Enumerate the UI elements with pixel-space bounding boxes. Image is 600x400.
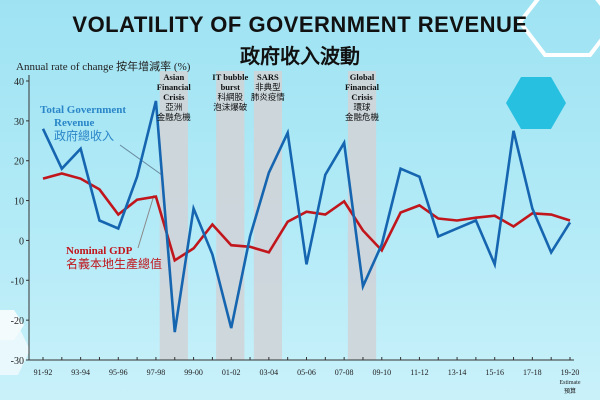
- legend-gdp-leader: [137, 194, 155, 249]
- x-tick-label: 13-14: [448, 368, 467, 377]
- shaded-period-label: Asian Financial Crisis 亞洲 金融危機: [144, 72, 204, 122]
- shaded-period-label-zh: 泡沫爆破: [213, 102, 248, 112]
- x-tick-label: 93-94: [71, 368, 90, 377]
- shaded-period-label-en: Crisis: [163, 92, 185, 102]
- x-tick-label: 97-98: [147, 368, 166, 377]
- x-tick-label: 95-96: [109, 368, 128, 377]
- decor: [0, 0, 600, 375]
- x-tick-label: 11-12: [410, 368, 428, 377]
- y-tick-label: 20: [14, 157, 24, 168]
- shaded-period-label-en: Global: [349, 72, 375, 82]
- shaded-period-label-en: Asian: [163, 72, 185, 82]
- y-tick-label: -10: [11, 276, 24, 287]
- shaded-period-label-zh: 亞洲: [165, 102, 183, 112]
- legend-gdp: Nominal GDP 名義本地生產總值: [66, 245, 162, 271]
- y-tick-label: 0: [19, 236, 24, 247]
- legend-gdp-en: Nominal GDP: [66, 245, 133, 257]
- x-tick-label: 01-02: [222, 368, 241, 377]
- shaded-period: [216, 71, 245, 360]
- shaded-period-label-en: SARS: [257, 72, 279, 82]
- chart-title: VOLATILITY OF GOVERNMENT REVENUE: [72, 12, 528, 37]
- x-tick-label: 03-04: [260, 368, 279, 377]
- decor-hexagon-outline: [517, 0, 600, 57]
- x-tick-label: 17-18: [523, 368, 542, 377]
- shaded-period-label-zh: 環球: [353, 102, 371, 112]
- shaded-period-label: IT bubble burst 科網股 泡沫爆破: [200, 72, 260, 112]
- shaded-period-label-zh: 非典型: [255, 82, 281, 92]
- x-tick-label: 09-10: [372, 368, 391, 377]
- shaded-period-label-zh: 肺炎疫情: [250, 92, 285, 102]
- legend-gdp-zh: 名義本地生產總值: [66, 257, 163, 271]
- y-tick-label: 30: [14, 117, 24, 128]
- legend-revenue-en-2: Revenue: [54, 117, 95, 129]
- y-tick-label: 40: [14, 77, 24, 88]
- legend-revenue-zh: 政府總收入: [54, 129, 115, 143]
- y-tick-label: -20: [11, 316, 24, 327]
- shaded-period-label-en: Financial: [345, 82, 380, 92]
- shaded-period-label: SARS 非典型 肺炎疫情: [238, 72, 298, 102]
- x-tick-label: 07-08: [335, 368, 354, 377]
- decor-hexagon-left-top: [0, 310, 24, 340]
- shaded-period-label-en: burst: [220, 82, 240, 92]
- shaded-period-label-en: IT bubble: [212, 72, 249, 82]
- shaded-period-label: Global Financial Crisis 環球 金融危機: [332, 72, 392, 122]
- shaded-period-label-zh: 科網股: [217, 92, 244, 102]
- x-tick-label: 91-92: [34, 368, 53, 377]
- x-tick-label: 05-06: [297, 368, 316, 377]
- legend-revenue: Total Government Revenue 政府總收入: [40, 104, 126, 143]
- x-tick-note: Estimate: [560, 380, 581, 386]
- shaded-period-label-en: Financial: [156, 82, 191, 92]
- x-tick-label: 99-00: [184, 368, 203, 377]
- shaded-period-label-zh: 金融危機: [156, 112, 191, 122]
- x-tick-note: 預算: [564, 387, 576, 395]
- x-tick-label: 15-16: [485, 368, 504, 377]
- shaded-period: [253, 71, 283, 360]
- chart-subtitle: 政府收入波動: [240, 46, 360, 68]
- shaded-period-label-en: Crisis: [351, 92, 373, 102]
- shaded-period-label-zh: 金融危機: [345, 112, 380, 122]
- y-tick-label: -30: [11, 356, 24, 367]
- decor-hexagon-filled: [506, 77, 566, 129]
- y-tick-label: 10: [14, 197, 24, 208]
- y-axis-label: Annual rate of change 按年增減率 (%): [16, 61, 191, 73]
- legend-revenue-en-1: Total Government: [40, 104, 127, 116]
- x-tick-label: 19-20: [561, 368, 580, 377]
